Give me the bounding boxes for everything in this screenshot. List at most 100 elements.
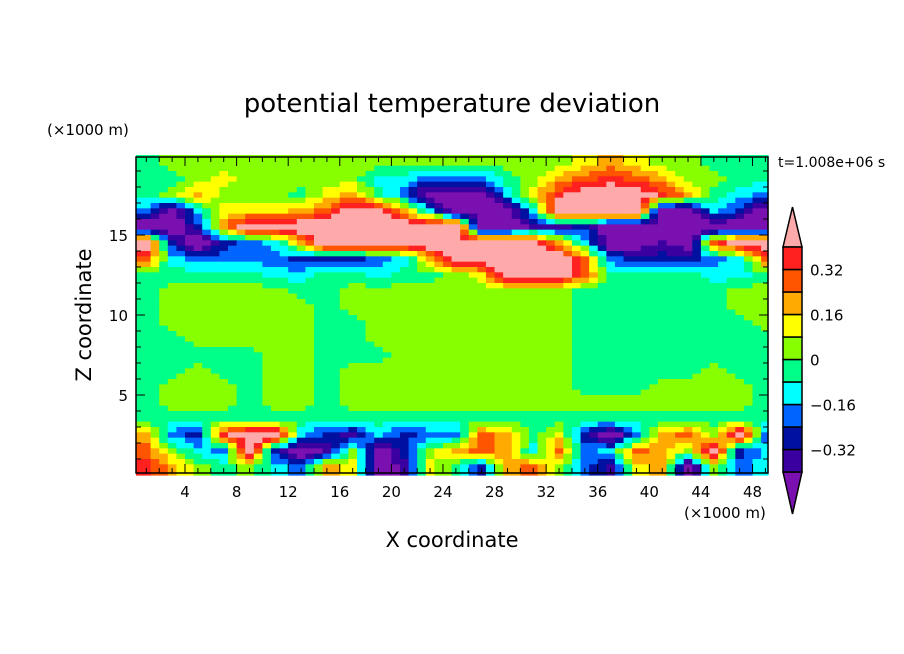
field-cell xyxy=(520,219,530,225)
field-cell xyxy=(339,240,349,247)
field-cell xyxy=(657,464,668,471)
field-cell xyxy=(614,240,625,247)
field-cell xyxy=(219,427,229,433)
field-cell xyxy=(614,181,625,188)
field-cell xyxy=(649,384,659,391)
field-cell xyxy=(614,187,625,193)
field-cell xyxy=(503,229,513,236)
field-cell xyxy=(228,235,238,241)
field-cell xyxy=(571,363,582,369)
field-cell xyxy=(202,288,212,295)
field-cell xyxy=(159,192,169,199)
field-cell xyxy=(597,437,607,444)
field-cell xyxy=(202,363,212,369)
field-cell xyxy=(150,176,160,183)
field-cell xyxy=(150,293,160,300)
field-cell xyxy=(477,389,487,396)
field-cell xyxy=(718,224,728,231)
field-cell xyxy=(279,176,289,183)
field-cell xyxy=(219,448,229,455)
field-cell xyxy=(374,219,384,225)
field-cell xyxy=(253,427,263,433)
field-cell xyxy=(159,176,169,183)
field-cell xyxy=(339,309,349,316)
field-cell xyxy=(185,336,195,343)
field-cell xyxy=(735,309,745,316)
field-cell xyxy=(494,411,504,417)
field-cell xyxy=(339,171,349,177)
field-cell xyxy=(563,240,573,247)
field-cell xyxy=(537,251,547,257)
field-cell xyxy=(563,213,573,220)
field-cell xyxy=(477,341,487,348)
field-cell xyxy=(666,416,676,423)
field-cell xyxy=(623,171,633,177)
field-cell xyxy=(348,379,358,385)
field-cell xyxy=(683,272,693,279)
field-cell xyxy=(528,197,539,204)
field-cell xyxy=(511,416,521,423)
field-cell xyxy=(348,277,358,284)
field-cell xyxy=(700,192,711,199)
field-cell xyxy=(356,224,367,231)
field-cell xyxy=(623,459,633,465)
field-cell xyxy=(511,325,521,332)
field-cell xyxy=(262,309,272,316)
field-cell xyxy=(503,181,513,188)
field-cell xyxy=(589,336,599,343)
field-cell xyxy=(494,437,504,444)
field-cell xyxy=(589,203,599,209)
field-cell xyxy=(150,416,160,423)
field-cell xyxy=(666,453,676,460)
field-cell xyxy=(365,208,375,215)
field-cell xyxy=(700,325,711,332)
field-cell xyxy=(150,389,160,396)
field-cell xyxy=(683,427,693,433)
field-cell xyxy=(425,363,435,369)
field-cell xyxy=(136,160,143,167)
field-cell xyxy=(210,400,221,407)
field-cell xyxy=(520,421,530,428)
field-cell xyxy=(546,325,556,332)
field-cell xyxy=(159,357,169,364)
field-cell xyxy=(468,373,478,380)
field-cell xyxy=(159,245,169,252)
field-cell xyxy=(142,384,152,391)
field-cell xyxy=(623,277,633,284)
field-cell xyxy=(408,459,418,465)
field-cell xyxy=(313,400,324,407)
field-cell xyxy=(322,347,332,353)
field-cell xyxy=(425,293,435,300)
field-cell xyxy=(554,299,564,305)
field-cell xyxy=(589,245,599,252)
field-cell xyxy=(245,421,255,428)
field-cell xyxy=(709,309,719,316)
field-cell xyxy=(270,224,281,231)
field-cell xyxy=(657,267,668,273)
field-cell xyxy=(477,288,487,295)
field-cell xyxy=(468,165,478,172)
field-cell xyxy=(176,389,186,396)
field-cell xyxy=(589,208,599,215)
field-cell xyxy=(391,277,401,284)
field-cell xyxy=(202,187,212,193)
field-cell xyxy=(408,347,418,353)
field-cell xyxy=(374,341,384,348)
field-cell xyxy=(632,421,642,428)
field-cell xyxy=(245,448,255,455)
field-cell xyxy=(709,320,719,327)
field-cell xyxy=(167,357,178,364)
field-cell xyxy=(339,384,349,391)
field-cell xyxy=(142,165,152,172)
field-cell xyxy=(167,267,178,273)
field-cell xyxy=(692,363,702,369)
field-cell xyxy=(709,229,719,236)
field-cell xyxy=(683,299,693,305)
field-cell xyxy=(761,171,769,177)
field-cell xyxy=(718,213,728,220)
field-cell xyxy=(176,427,186,433)
field-cell xyxy=(193,219,203,225)
field-cell xyxy=(236,421,246,428)
field-cell xyxy=(597,427,607,433)
field-cell xyxy=(683,240,693,247)
